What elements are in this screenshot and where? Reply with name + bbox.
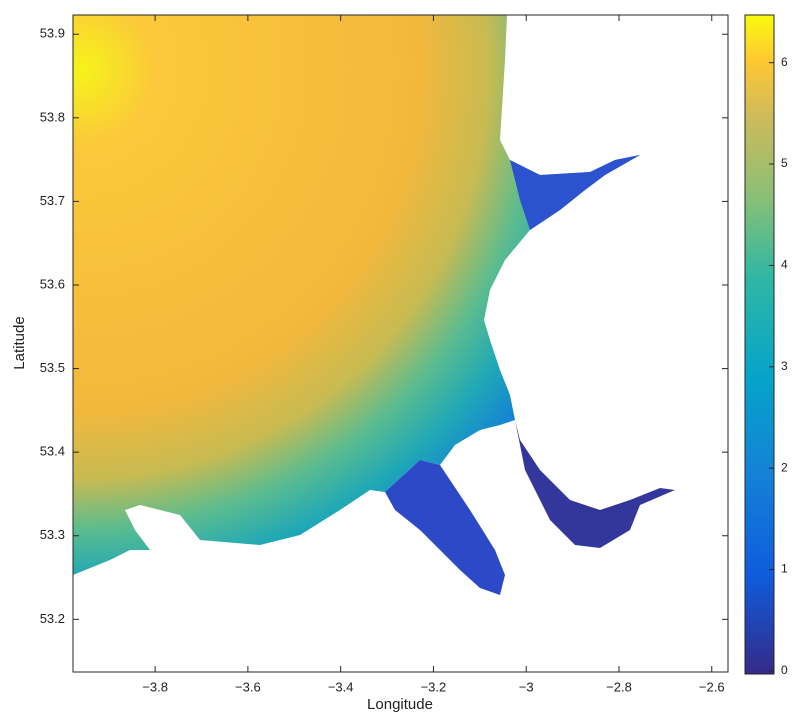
y-axis-label: Latitude	[11, 316, 28, 369]
y-tick-label: 53.6	[40, 276, 65, 291]
colorbar-tick-label: 6	[781, 55, 788, 69]
colorbar-tick-label: 0	[781, 663, 788, 677]
colorbar-tick-label: 5	[781, 156, 788, 170]
estuary-dee	[385, 460, 505, 595]
colorbar	[744, 14, 775, 675]
x-tick-label: −3.2	[421, 679, 447, 694]
y-tick-label: 53.8	[40, 109, 65, 124]
x-tick-label: −2.6	[699, 679, 725, 694]
sea	[73, 15, 640, 575]
y-tick-label: 53.7	[40, 193, 65, 208]
estuary-mersey	[515, 420, 675, 548]
axes: −3.8 −3.6 −3.4 −3.2 −3 −2.8 −2.653.253.353.453…	[40, 15, 788, 694]
field	[73, 15, 675, 595]
estuary-ribble	[510, 155, 640, 230]
y-tick-label: 53.3	[40, 527, 65, 542]
x-tick-label: −3.4	[328, 679, 354, 694]
x-tick-label: −3.8	[142, 679, 168, 694]
y-tick-label: 53.9	[40, 26, 65, 41]
colorbar-tick-label: 4	[781, 258, 788, 272]
y-tick-label: 53.2	[40, 611, 65, 626]
colorbar-tick-label: 2	[781, 460, 788, 474]
colorbar-tick-label: 1	[781, 562, 788, 576]
x-axis-label: Longitude	[367, 696, 433, 713]
x-tick-label: −3	[519, 679, 534, 694]
x-tick-label: −2.8	[606, 679, 632, 694]
plot-frame	[72, 14, 729, 673]
colorbar-tick-label: 3	[781, 359, 788, 373]
y-tick-label: 53.5	[40, 360, 65, 375]
x-tick-label: −3.6	[235, 679, 261, 694]
y-tick-label: 53.4	[40, 444, 65, 459]
